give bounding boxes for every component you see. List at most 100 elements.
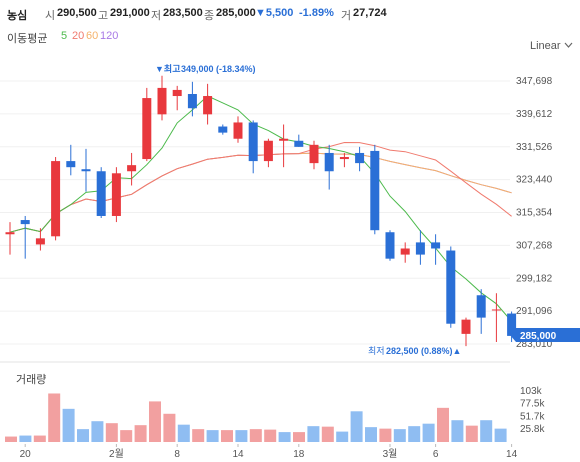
high-value: 291,000 [110,7,150,19]
moving-average-lines [9,95,512,322]
candle-body [446,250,456,324]
volume-tick-label: 77.5k [520,399,545,410]
volume-bar [48,393,61,442]
high-annotation-label: ▼최고 [155,63,180,74]
current-price-marker: 285,000 [510,328,580,342]
volume-bar [5,436,17,442]
moving-average-legend[interactable]: 이동평균 5 20 60 120 [0,28,580,46]
time-tick-label: 8 [174,449,180,460]
volume-bar [365,427,377,442]
candlesticks [5,75,517,347]
candle-body [20,220,30,225]
volume-bar [494,428,507,442]
price-tick-label: 323,440 [516,175,553,186]
change-value: ▼5,500 [255,7,294,19]
candle-body [233,122,243,139]
candle-body [370,150,380,231]
current-price-label: 285,000 [520,331,557,342]
candle-body [355,152,365,164]
low-annotation-label: 최저 [368,346,385,356]
open-label: 시 [45,10,56,22]
volume-bar [221,430,233,442]
volume-bar [480,420,493,442]
candle-body [51,161,61,237]
price-tick-label: 307,268 [516,240,553,251]
candle-body [218,126,228,133]
candle-body [187,94,197,109]
change-pct: -1.89% [299,7,334,19]
high-annotation-value: 349,000 (-18.34%) [181,64,256,74]
chevron-down-icon[interactable] [564,42,573,48]
ma5-label: 5 [61,30,68,42]
candle-body [203,96,213,115]
candle-body [339,157,349,160]
price-axis: 347,698 339,612 331,526 323,440 315,354 307,2… [516,76,553,350]
time-tick-label: 18 [293,449,305,460]
ma120-label: 120 [100,30,119,42]
candle-body [279,138,289,141]
candle-body [5,232,15,235]
volume-value: 27,724 [353,7,387,19]
candle-body [294,140,304,147]
time-tick-label: 6 [433,449,439,460]
volume-bar [177,424,190,442]
candle-body [385,232,395,259]
volume-bar [437,407,449,442]
volume-bar [278,432,291,442]
volume-bar [91,421,104,442]
candle-body [309,144,319,164]
candle-body [507,313,517,336]
ma5-line [9,95,512,322]
candle-body [476,295,486,318]
price-tick-label: 315,354 [516,208,553,219]
volume-bar [307,426,320,442]
high-label: 고 [98,10,109,22]
volume-bar [33,435,46,442]
low-annotation-value: 282,500 (0.88%)▲ [386,346,461,356]
volume-bar [408,426,421,442]
candle-body [431,242,441,249]
volume-bar [192,429,205,442]
volume-bar [321,426,334,442]
volume-bar [163,413,176,442]
candle-body [400,248,410,255]
price-tick-label: 347,698 [516,76,553,87]
volume-bar [264,429,277,442]
candle-body [324,152,334,172]
scale-selector[interactable]: Linear [530,40,561,52]
volume-bar [465,425,478,442]
price-tick-label: 291,096 [516,306,553,317]
volume-panel-title: 거래량 [16,374,47,386]
time-tick-label: 3월 [383,448,398,460]
volume-bar [336,431,349,442]
time-tick-label: 14 [506,449,518,460]
low-label: 저 [151,10,162,22]
time-axis: 20 2월 8 14 18 3월 6 14 [20,444,518,460]
close-label: 종 [204,10,215,22]
price-header: 농심 시 290,500 고 291,000 저 283,500 종 285,0… [0,0,580,28]
volume-tick-label: 103k [520,386,543,397]
time-tick-label: 2월 [109,448,124,460]
ma20-line [9,141,512,233]
candle-body [461,319,471,334]
ma-title: 이동평균 [7,33,48,45]
volume-bars [5,393,507,442]
close-value: 285,000 [216,7,256,19]
candle-body [35,238,45,245]
candle-body [66,161,76,168]
volume-bar [19,435,32,442]
time-tick-label: 14 [232,449,244,460]
price-tick-label: 331,526 [516,142,553,153]
candle-body [127,165,137,172]
volume-bar [293,432,305,442]
volume-label: 거 [341,10,352,22]
grid-lines [0,80,510,345]
price-tick-label: 299,182 [516,273,553,284]
candle-body [96,171,106,216]
volume-bar [350,411,363,442]
volume-bar [379,428,392,442]
volume-bar [105,423,118,442]
price-tick-label: 339,612 [516,109,553,120]
candle-body [172,89,182,97]
